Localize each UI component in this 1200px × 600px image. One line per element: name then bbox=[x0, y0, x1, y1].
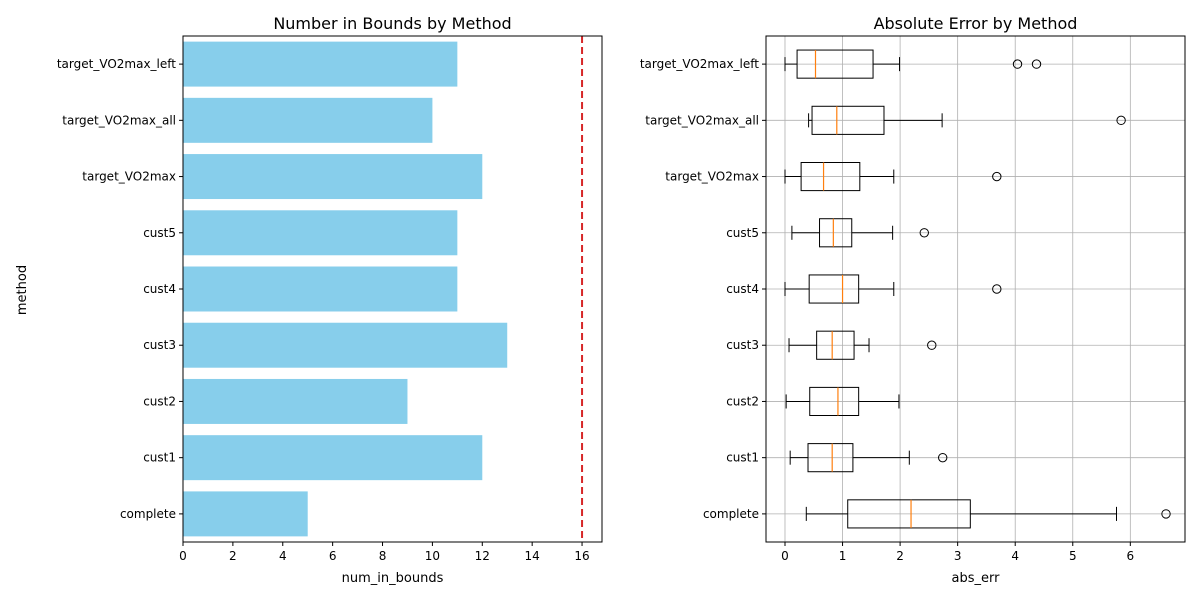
x-tick-label: 6 bbox=[1127, 549, 1135, 563]
x-tick-label: 2 bbox=[896, 549, 904, 563]
box-plot-panel: Absolute Error by Method 0 1 2 3 4 5 6 complet… bbox=[640, 14, 1186, 586]
x-tick-label: 14 bbox=[525, 549, 540, 563]
outlier-point bbox=[919, 228, 929, 238]
y-tick-label: target_VO2max_left bbox=[640, 57, 759, 71]
bar-cust1 bbox=[183, 435, 483, 481]
bar-target_VO2max_all bbox=[183, 97, 433, 143]
box-target_VO2max_left bbox=[784, 49, 1042, 79]
y-tick-label: cust5 bbox=[726, 226, 759, 240]
box-series bbox=[784, 49, 1171, 529]
bar-cust5 bbox=[183, 210, 458, 256]
bar-cust4 bbox=[183, 266, 458, 312]
y-tick-label: cust4 bbox=[143, 282, 176, 296]
box-plot-grid bbox=[766, 36, 1185, 542]
bar-chart-title: Number in Bounds by Method bbox=[273, 14, 511, 33]
outlier-point bbox=[1116, 115, 1126, 126]
y-tick-label: cust4 bbox=[726, 282, 759, 296]
outlier-point bbox=[1012, 59, 1023, 69]
bar-chart-x-ticks: 0 2 4 6 8 10 12 14 16 bbox=[179, 542, 590, 563]
y-tick-label: cust2 bbox=[726, 394, 759, 408]
y-tick-label: complete bbox=[120, 507, 176, 521]
y-tick-label: target_VO2max_left bbox=[57, 57, 176, 71]
box-cust3 bbox=[788, 330, 937, 360]
x-tick-label: 16 bbox=[574, 549, 589, 563]
x-tick-label: 6 bbox=[329, 549, 337, 563]
box-iqr bbox=[816, 330, 855, 360]
bar-chart-panel: Number in Bounds by Method 0 2 4 6 8 10 12 14 16… bbox=[15, 14, 603, 586]
box-target_VO2max bbox=[784, 162, 1002, 192]
box-cust4 bbox=[784, 274, 1002, 304]
box-iqr bbox=[847, 499, 971, 529]
box-target_VO2max_all bbox=[808, 105, 1126, 135]
x-tick-label: 12 bbox=[475, 549, 490, 563]
outlier-point bbox=[937, 452, 948, 463]
box-iqr bbox=[807, 443, 854, 473]
x-tick-label: 4 bbox=[1011, 549, 1019, 563]
bar-target_VO2max bbox=[183, 154, 483, 200]
y-tick-label: target_VO2max bbox=[82, 170, 176, 184]
outlier-point bbox=[992, 284, 1002, 294]
outlier-point bbox=[927, 340, 937, 350]
bar-cust3 bbox=[183, 322, 508, 368]
x-tick-label: 1 bbox=[839, 549, 847, 563]
box-iqr bbox=[809, 386, 860, 416]
box-plot-x-axis-label: abs_err bbox=[952, 571, 1001, 586]
y-tick-label: cust1 bbox=[143, 451, 176, 465]
box-iqr bbox=[800, 162, 861, 192]
x-tick-label: 2 bbox=[229, 549, 237, 563]
outlier-point bbox=[992, 171, 1002, 182]
box-cust1 bbox=[789, 443, 948, 473]
bar-series bbox=[183, 41, 508, 537]
bar-chart-x-axis-label: num_in_bounds bbox=[342, 571, 444, 586]
x-tick-label: 0 bbox=[179, 549, 187, 563]
y-tick-label: cust5 bbox=[143, 226, 176, 240]
bar-chart-y-ticks: complete cust1 cust2 cust3 cust4 cust5 target_… bbox=[57, 57, 183, 521]
bar-chart-y-axis-label: method bbox=[15, 265, 30, 315]
bar-complete bbox=[183, 491, 308, 537]
box-iqr bbox=[796, 49, 874, 79]
x-tick-label: 5 bbox=[1069, 549, 1077, 563]
y-tick-label: target_VO2max_all bbox=[62, 113, 176, 127]
bar-cust2 bbox=[183, 378, 408, 424]
box-iqr bbox=[811, 105, 885, 135]
y-tick-label: target_VO2max_all bbox=[645, 113, 759, 127]
bar-target_VO2max_left bbox=[183, 41, 458, 87]
x-tick-label: 8 bbox=[379, 549, 387, 563]
outlier-point bbox=[1031, 59, 1042, 69]
box-complete bbox=[805, 499, 1171, 529]
y-tick-label: complete bbox=[703, 507, 759, 521]
y-tick-label: cust3 bbox=[726, 338, 759, 352]
x-tick-label: 0 bbox=[781, 549, 789, 563]
y-tick-label: target_VO2max bbox=[665, 170, 759, 184]
box-plot-title: Absolute Error by Method bbox=[874, 14, 1078, 33]
box-cust5 bbox=[791, 218, 929, 248]
box-plot-y-ticks: complete cust1 cust2 cust3 cust4 cust5 target_… bbox=[640, 57, 766, 521]
box-iqr bbox=[808, 274, 860, 304]
x-tick-label: 10 bbox=[425, 549, 440, 563]
y-tick-label: cust3 bbox=[143, 338, 176, 352]
box-cust2 bbox=[785, 386, 900, 416]
y-tick-label: cust1 bbox=[726, 451, 759, 465]
x-tick-label: 3 bbox=[954, 549, 962, 563]
x-tick-label: 4 bbox=[279, 549, 287, 563]
box-iqr bbox=[819, 218, 853, 248]
outlier-point bbox=[1161, 509, 1171, 519]
y-tick-label: cust2 bbox=[143, 394, 176, 408]
box-plot-x-ticks: 0 1 2 3 4 5 6 bbox=[781, 542, 1134, 563]
